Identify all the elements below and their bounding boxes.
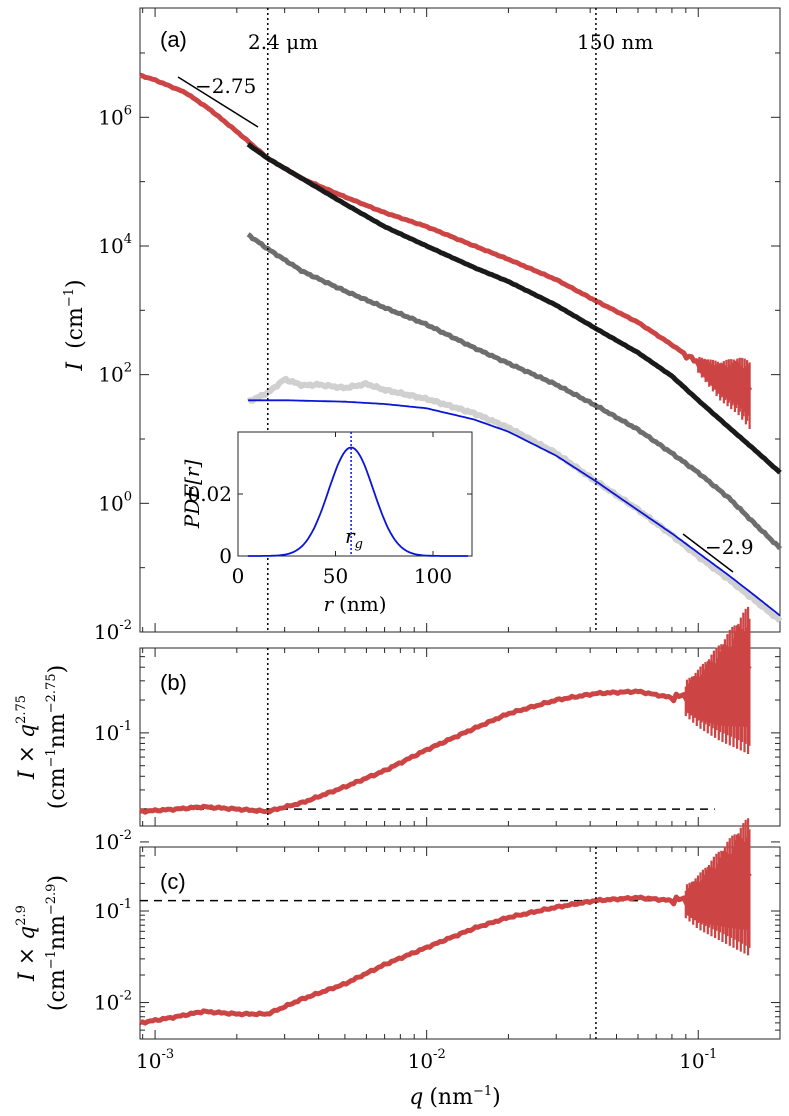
inset-x-tick-label: 0: [232, 564, 245, 588]
slope-label-right: −2.9: [705, 535, 754, 559]
panel-c-frame: [139, 846, 781, 1040]
inset-ylabel: PDF[r]: [180, 460, 204, 530]
panel-b-ylabel-units: (cm−1nm−2.75): [44, 665, 70, 809]
series-red-noise: [697, 356, 751, 429]
panel-c-ylabel-units: (cm−1nm−2.9): [44, 875, 70, 1011]
series-lightgray: [246, 375, 783, 624]
panel-c-noise: [684, 818, 751, 956]
slope-line-left: [177, 76, 259, 128]
panel-a-ylabel-var: I: [63, 361, 88, 372]
x-axis-label: q (nm−1): [409, 1084, 500, 1110]
a-y-tick-label: 106: [98, 103, 132, 129]
rg-label: rg: [345, 524, 363, 552]
c-y-tick-label: 10-2: [94, 989, 132, 1015]
panel-a-label: (a): [160, 27, 187, 52]
inset: 0 50 100 0 0.02 rg PDF[r] r (nm): [180, 431, 473, 616]
inset-y-tick-label: 0.02: [187, 482, 232, 506]
panel-b-ylabel: I × q2.75: [14, 695, 40, 780]
inset-pdf-curve: [247, 446, 469, 557]
x-tick-label: 10-3: [136, 1047, 174, 1073]
panel-b-label: (b): [160, 670, 187, 695]
vline-label-left: 2.4 μm: [248, 30, 318, 54]
slope-line-right: [682, 533, 734, 573]
panel-a-ylabel-exp: −1: [62, 288, 77, 307]
series-fit: [248, 399, 781, 617]
svg-text:(cm−1nm−2.75): (cm−1nm−2.75): [44, 665, 70, 809]
panel-b-frame: [139, 647, 781, 827]
panel-b: 10-2 10-1 (b) I × q2.75 (cm−1nm−2.75): [14, 606, 781, 854]
panel-b-ticks: 10-2 10-1: [94, 647, 781, 854]
x-tick-labels: 10-3 10-2 10-1: [136, 1047, 717, 1073]
svg-text:I (cm−1): I (cm−1): [62, 279, 88, 371]
vline-label-right: 150 nm: [577, 30, 653, 54]
panel-a-ylabel: I (cm−1): [62, 279, 88, 371]
panel-a-frame: [139, 7, 781, 633]
inset-y-tick-label: 0: [219, 544, 232, 568]
a-y-tick-label: 100: [98, 489, 132, 515]
b-y-tick-label: 10-2: [94, 828, 132, 854]
panel-a-curves: [139, 72, 783, 624]
panel-a: 10-2 100 102 104 106 (a) 2.4 μm 150 nm −2.75…: [62, 7, 783, 644]
svg-text:PDF[r]: PDF[r]: [180, 460, 204, 530]
panel-a-ylabel-close: ): [63, 279, 88, 288]
x-tick-label: 10-2: [408, 1047, 446, 1073]
series-black: [246, 142, 782, 475]
c-y-tick-label: 10-1: [94, 897, 132, 923]
panel-a-ticks: 10-2 100 102 104 106: [94, 8, 781, 644]
svg-text:(cm−1nm−2.9): (cm−1nm−2.9): [44, 875, 70, 1011]
inset-x-tick-label: 100: [414, 564, 452, 588]
series-red: [139, 72, 753, 392]
slope-label-left: −2.75: [195, 74, 256, 98]
inset-x-tick-label: 50: [323, 564, 348, 588]
series-gray: [246, 232, 783, 551]
svg-text:I × q2.9: I × q2.9: [14, 905, 40, 982]
panel-b-series-red: [139, 664, 752, 815]
a-y-tick-label: 102: [98, 361, 132, 387]
panel-c-series-red: [139, 871, 752, 1026]
panel-c-ticks: 10-2 10-1: [94, 846, 781, 1040]
panel-b-noise: [684, 606, 751, 754]
panel-c-ylabel: I × q2.9: [14, 905, 40, 982]
a-y-tick-label: 10-2: [94, 618, 132, 644]
panel-b-curves: [139, 606, 752, 815]
inset-curve: [247, 432, 469, 557]
a-y-tick-label: 104: [98, 232, 132, 258]
panel-c-label: (c): [160, 869, 186, 894]
inset-ticks: 0 50 100 0 0.02: [187, 432, 472, 588]
panel-c: 10-2 10-1 (c) I × q2.9 (cm−1nm−2.9): [14, 818, 781, 1040]
x-tick-label: 10-1: [679, 1047, 717, 1073]
inset-xlabel: r (nm): [323, 592, 386, 616]
b-y-tick-label: 10-1: [94, 719, 132, 745]
svg-text:I × q2.75: I × q2.75: [14, 695, 40, 780]
panel-a-ylabel-unit: (cm: [63, 307, 88, 349]
panel-c-curves: [139, 818, 752, 1026]
